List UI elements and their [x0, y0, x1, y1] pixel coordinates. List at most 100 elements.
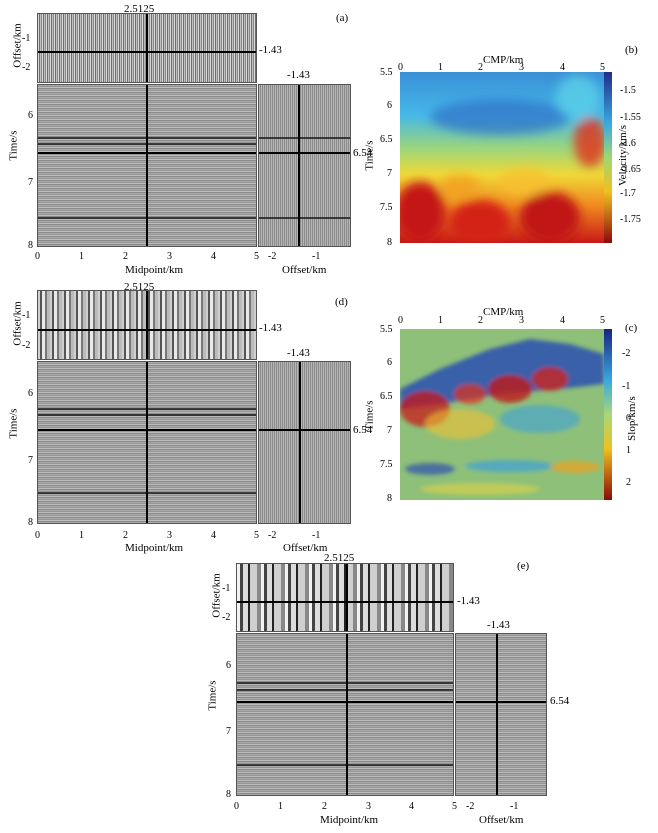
panel-tag: (b): [625, 44, 638, 56]
time-tick: 6: [226, 660, 231, 671]
midpoint-tick: 1: [79, 251, 84, 262]
slope-tick: 0: [626, 413, 631, 424]
offset-gather-image: [236, 563, 454, 632]
midpoint-crosshair: [346, 634, 348, 795]
cmp-axis-label: CMP/km: [483, 54, 524, 66]
panel-tag: (a): [336, 12, 349, 24]
offset-x-axis-label: Offset/km: [282, 264, 327, 276]
offset-crosshair: [38, 51, 256, 53]
midpoint-tick: 5: [254, 530, 259, 541]
time-axis-label: Time/s: [363, 140, 376, 171]
cmp-tick: 4: [560, 62, 565, 73]
midpoint-tick: 2: [123, 251, 128, 262]
common-image-gather: [455, 633, 547, 796]
time-tick: 8: [28, 517, 33, 528]
offset-gather-image: [37, 13, 257, 83]
cmp-tick: 4: [560, 315, 565, 326]
time-value: 6.54: [550, 695, 570, 707]
offset-tick: -1: [22, 33, 31, 44]
midpoint-axis-label: Midpoint/km: [320, 814, 379, 826]
panel-tag: (d): [335, 296, 348, 308]
midpoint-value: 2.5125: [324, 552, 355, 564]
time-tick: 6: [387, 357, 392, 368]
velocity-colorbar-label: Velocity/km/s: [617, 124, 630, 187]
offset-x-tick: -2: [466, 801, 475, 812]
cmp-tick: 2: [478, 62, 483, 73]
cmp-tick: 1: [438, 315, 443, 326]
offset-crosshair: [496, 634, 498, 795]
cmp-tick: 0: [398, 315, 403, 326]
midpoint-tick: 5: [254, 251, 259, 262]
panel-tag: (e): [517, 560, 530, 572]
midpoint-axis-label: Midpoint/km: [125, 542, 184, 554]
midpoint-tick: 3: [167, 530, 172, 541]
offset-x-tick: -2: [268, 251, 277, 262]
offset-x-tick: -1: [312, 251, 321, 262]
time-tick: 7: [387, 168, 392, 179]
velocity-map: [400, 72, 604, 243]
offset-tick: -2: [222, 612, 231, 623]
midpoint-tick: 2: [322, 801, 327, 812]
time-tick: 7: [28, 177, 33, 188]
time-tick: 6.5: [380, 134, 393, 145]
time-crosshair: [38, 429, 256, 431]
offset-value: -1.43: [287, 69, 310, 81]
stacked-section-image: [37, 84, 257, 247]
midpoint-tick: 0: [234, 801, 239, 812]
midpoint-tick: 3: [366, 801, 371, 812]
offset-value: -1.43: [287, 347, 310, 359]
cmp-tick: 1: [438, 62, 443, 73]
cmp-tick: 2: [478, 315, 483, 326]
time-value: 6.54: [353, 147, 373, 159]
midpoint-tick: 5: [452, 801, 457, 812]
slope-tick: -1: [622, 381, 631, 392]
panel-tag: (c): [625, 322, 638, 334]
cmp-tick: 3: [519, 62, 524, 73]
time-tick: 7.5: [380, 459, 393, 470]
midpoint-crosshair: [146, 362, 148, 523]
time-crosshair: [38, 152, 256, 154]
time-crosshair: [259, 429, 350, 431]
midpoint-tick: 1: [79, 530, 84, 541]
time-tick: 7: [226, 726, 231, 737]
midpoint-value: 2.5125: [124, 3, 155, 15]
time-axis-label: Time/s: [7, 130, 20, 161]
midpoint-tick: 3: [167, 251, 172, 262]
time-tick: 6.5: [380, 391, 393, 402]
velocity-tick: -1.5: [620, 85, 636, 96]
midpoint-crosshair: [346, 564, 348, 631]
offset-tick: -2: [22, 340, 31, 351]
time-tick: 8: [226, 789, 231, 800]
midpoint-tick: 2: [123, 530, 128, 541]
time-value: 6.54: [353, 424, 373, 436]
velocity-tick: -1.7: [620, 188, 636, 199]
time-tick: 8: [387, 493, 392, 504]
slope-map: [400, 329, 604, 500]
offset-x-tick: -1: [510, 801, 519, 812]
offset-x-axis-label: Offset/km: [283, 542, 328, 554]
offset-crosshair-label: -1.43: [259, 322, 282, 334]
offset-x-axis-label: Offset/km: [479, 814, 524, 826]
time-tick: 6: [28, 388, 33, 399]
cmp-tick: 3: [519, 315, 524, 326]
slope-colorbar-label: Slop/km/s: [625, 396, 638, 441]
time-tick: 5.5: [380, 324, 393, 335]
offset-tick: -2: [22, 62, 31, 73]
time-tick: 7: [28, 455, 33, 466]
time-tick: 8: [28, 240, 33, 251]
slope-colorbar: [604, 329, 612, 500]
velocity-tick: -1.65: [620, 164, 641, 175]
offset-crosshair: [298, 85, 300, 246]
offset-crosshair-label: -1.43: [457, 595, 480, 607]
slope-tick: -2: [622, 348, 631, 359]
midpoint-crosshair: [146, 291, 148, 359]
velocity-tick: -1.6: [620, 138, 636, 149]
slope-tick: 2: [626, 477, 631, 488]
stacked-section-image: [236, 633, 454, 796]
stacked-section-image: [37, 361, 257, 524]
midpoint-tick: 4: [211, 251, 216, 262]
time-crosshair: [237, 701, 453, 703]
offset-crosshair: [38, 329, 256, 331]
cmp-tick: 5: [600, 62, 605, 73]
offset-tick: -1: [222, 583, 231, 594]
